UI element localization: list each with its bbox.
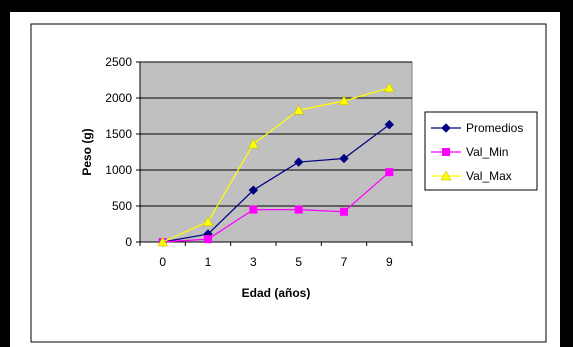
data-point-val-min [204,235,212,244]
outer-border-top [0,0,573,12]
legend-label-val-min: Val_Min [466,145,508,159]
data-point-val-max [338,95,350,106]
data-point-val-min [385,168,394,177]
data-point-val-max [202,216,214,227]
outer-border-left [0,0,10,347]
data-point-val-min [294,205,303,214]
series-layer [157,82,395,247]
data-point-val-max [247,138,259,149]
x-tick-label: 7 [341,255,348,269]
y-tick-label: 500 [112,199,132,213]
legend-marker-val-min [442,148,450,156]
gridlines [140,61,412,207]
y-axis: 0 500 1000 1500 2000 2500 [105,55,141,249]
legend-marker-promedios [441,123,451,133]
data-point-val-min [340,207,348,216]
y-tick-label: 2000 [105,91,132,105]
y-tick-label: 0 [125,235,132,249]
data-point-promedios [293,157,304,167]
x-axis: 0 1 3 5 7 9 [139,241,413,269]
data-point-val-max [293,104,305,115]
x-axis-title: Edad (años) [242,286,311,300]
legend-marker-val-max [440,170,452,181]
x-tick-label: 5 [295,255,302,269]
x-tick-label: 3 [250,255,257,269]
x-tick-label: 0 [159,255,166,269]
legend-label-val-max: Val_Max [466,169,512,183]
data-point-val-max [383,82,395,93]
series-line-val-max [162,87,390,243]
data-point-promedios [248,185,259,195]
x-tick-label: 9 [386,255,393,269]
legend-label-promedios: Promedios [466,121,523,135]
series-line-val-min [162,171,390,243]
data-point-promedios [384,119,395,130]
series-line-promedios [162,124,390,243]
legend: Promedios Val_Min Val_Max [431,121,523,183]
data-point-promedios [339,153,349,164]
data-point-val-min [249,205,258,214]
y-axis-title: Peso (g) [80,128,94,175]
data-point-val-max [157,236,169,247]
y-tick-label: 1000 [105,163,132,177]
y-tick-label: 1500 [105,127,132,141]
y-tick-label: 2500 [105,55,132,69]
outer-border-right [560,0,573,347]
plot-area [139,61,413,243]
x-tick-label: 1 [205,255,212,269]
